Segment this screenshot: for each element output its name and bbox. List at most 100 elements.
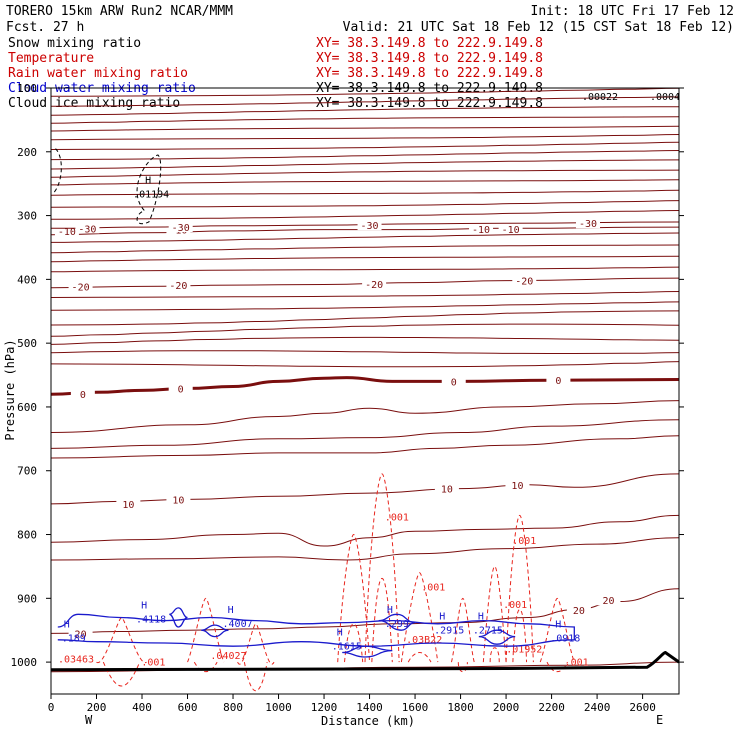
- x-axis-label: Distance (km): [321, 714, 415, 728]
- rain-mixing-label: .001: [512, 536, 536, 547]
- cloud-ice-contour: [52, 148, 62, 194]
- rain-mixing-contour: [193, 661, 218, 673]
- y-tick-label: 100: [17, 82, 37, 95]
- rain-mixing-contour: [364, 473, 400, 663]
- temperature-isotherm: [51, 200, 679, 208]
- isotherm-label-bg: [505, 478, 530, 490]
- temperature-isotherm: [51, 400, 679, 433]
- isotherm-label-bg: [512, 274, 537, 286]
- isotherm-label-bg: [575, 217, 600, 229]
- cloud-water-max-value: .2915: [434, 625, 464, 636]
- temperature-isotherm: [51, 537, 679, 561]
- cloud-water-contour: [201, 624, 229, 638]
- isotherm-label-bg: [596, 594, 621, 606]
- init-time: Init: 18 UTC Fri 17 Feb 12: [531, 4, 735, 19]
- valid-time: Valid: 21 UTC Sat 18 Feb 12 (15 CST Sat …: [343, 20, 734, 35]
- temperature-isotherm: [51, 291, 679, 298]
- temperature-isotherm: [51, 169, 679, 178]
- cloud-water-max-value: .2715: [473, 625, 503, 636]
- rain-mixing-contour: [96, 616, 148, 663]
- forecast-hour: Fcst. 27 h: [6, 20, 84, 35]
- temperature-isotherm: [51, 96, 679, 107]
- isotherm-label: -20: [365, 280, 383, 291]
- cloud-water-contour: [378, 613, 416, 631]
- rain-mixing-contour: [237, 623, 275, 665]
- temperature-isotherm-labeled: [51, 226, 679, 236]
- cloud-water-max-marker: H: [228, 605, 234, 616]
- rain-mixing-contour: [187, 597, 225, 663]
- field-legend-name: Cloud ice mixing ratio: [8, 96, 180, 111]
- rain-mixing-contour: [539, 597, 575, 663]
- temperature-isotherm: [51, 159, 679, 170]
- x-tick-label: 2000: [493, 701, 520, 714]
- isotherm-label: 10: [172, 495, 184, 506]
- y-tick-label: 200: [17, 146, 37, 159]
- y-tick-label: 800: [17, 529, 37, 542]
- x-tick-label: 1800: [447, 701, 474, 714]
- temperature-isotherm: [51, 189, 679, 196]
- isotherm-label-bg: [498, 222, 523, 234]
- temperature-isotherm: [51, 350, 679, 355]
- temperature-isotherm: [51, 116, 679, 124]
- isotherm-label-bg: [357, 219, 382, 231]
- isotherm-label: 20: [75, 629, 87, 640]
- plot-layer: 0000-10-10-10-10-20-20-20-20-30-30-30-30…: [51, 88, 679, 692]
- temperature-isotherm-labeled: [51, 473, 679, 505]
- cloud-water-contour: [342, 645, 393, 658]
- x-tick-label: 1600: [402, 701, 429, 714]
- temperature-isotherm: [51, 336, 679, 345]
- isotherm-label-bg: [54, 224, 79, 236]
- cloud-water-max-marker: H: [387, 605, 393, 616]
- field-legend-xy: XY= 38.3.149.8 to 222.9.149.8: [316, 51, 543, 66]
- isotherm-label: -30: [361, 221, 379, 232]
- y-tick-label: 700: [17, 465, 37, 478]
- isotherm-label: 0: [80, 390, 86, 401]
- isotherm-label: -10: [58, 227, 76, 238]
- cloud-water-max-value: .299: [385, 619, 409, 630]
- temperature-isotherm: [51, 514, 679, 547]
- isotherm-label: -20: [169, 281, 187, 292]
- rain-mixing-contour: [457, 662, 468, 673]
- isotherm-label-bg: [168, 382, 193, 394]
- rain-mixing-contour: [512, 609, 528, 663]
- isotherm-label: -30: [172, 223, 190, 234]
- x-tick-label: 1400: [356, 701, 383, 714]
- temperature-isotherm: [51, 435, 679, 459]
- isotherm-label-bg: [441, 375, 466, 387]
- temperature-isotherm: [51, 361, 679, 368]
- isotherm-label-bg: [116, 497, 141, 509]
- isotherm-label-bg: [75, 222, 100, 234]
- isotherm-label: 0: [178, 384, 184, 395]
- model-title: TORERO 15km ARW Run2 NCAR/MMM: [6, 4, 233, 19]
- isotherm-label: 20: [573, 606, 585, 617]
- x-tick-label: 1200: [311, 701, 338, 714]
- isotherm-label-bg: [546, 374, 571, 386]
- temperature-isotherm: [51, 141, 679, 150]
- x-tick-label: 600: [178, 701, 198, 714]
- isotherm-label-bg: [566, 603, 591, 615]
- y-tick-label: 900: [17, 592, 37, 605]
- rain-mixing-contour: [450, 597, 475, 663]
- rain-mixing-contour: [489, 647, 500, 663]
- header: TORERO 15km ARW Run2 NCAR/MMM Fcst. 27 h…: [6, 4, 734, 35]
- isotherm-label: -20: [72, 282, 90, 293]
- cloud-water-max-marker: H: [555, 620, 561, 631]
- temperature-isotherm: [51, 323, 679, 337]
- isotherm-label-bg: [166, 279, 191, 291]
- x-tick-label: 1000: [265, 701, 292, 714]
- rain-mixing-contour: [400, 572, 439, 663]
- isotherm-label: 10: [441, 485, 453, 496]
- cloud-water-contour: [478, 629, 516, 645]
- cloud-water-max-marker: H: [337, 627, 343, 638]
- rain-mixing-label: .001: [141, 657, 165, 668]
- temperature-isotherm-labeled: [51, 376, 679, 396]
- rain-mixing-contour: [337, 534, 371, 663]
- isotherm-label: -30: [78, 224, 96, 235]
- x-tick-label: 0: [48, 701, 55, 714]
- isotherm-label: 10: [511, 481, 523, 492]
- isotherm-label: 0: [451, 377, 457, 388]
- temperature-isotherm: [51, 150, 679, 161]
- temperature-isotherm-labeled: [51, 221, 679, 229]
- isotherm-label: 20: [602, 596, 614, 607]
